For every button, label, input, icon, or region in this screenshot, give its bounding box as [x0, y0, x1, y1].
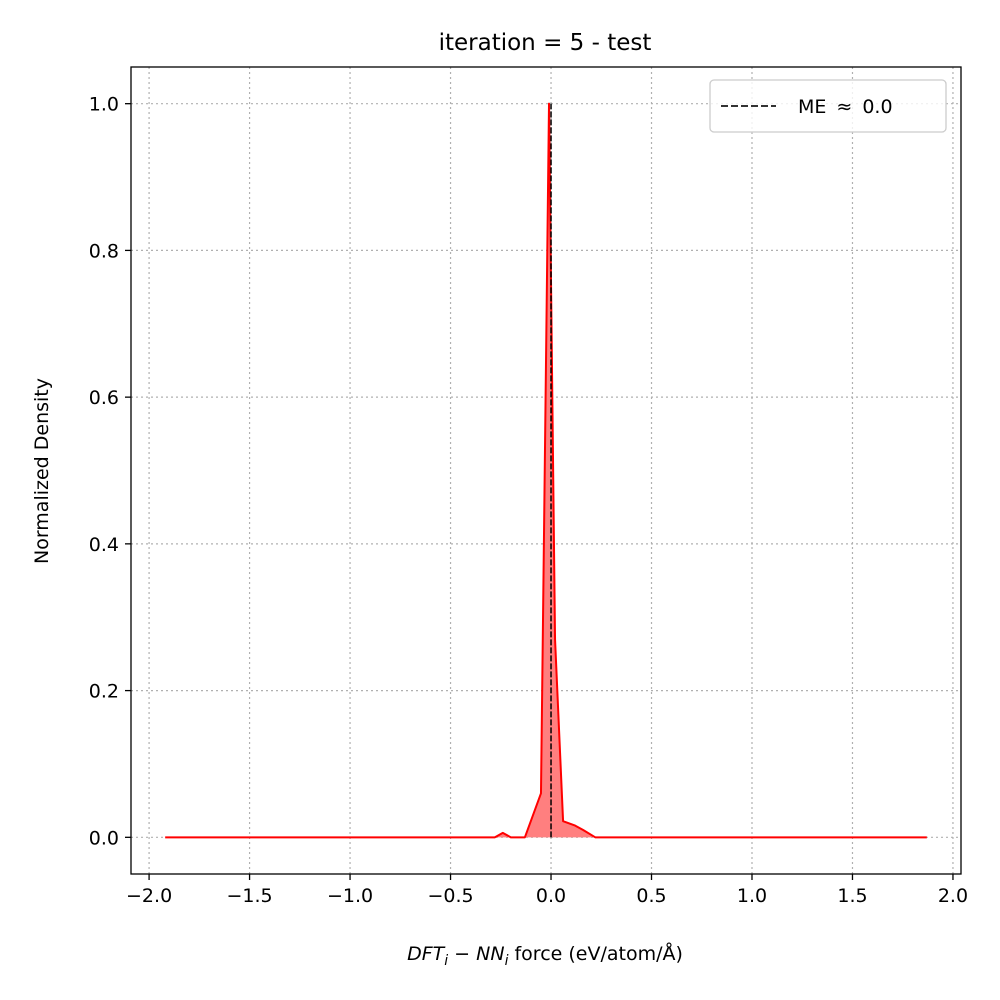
density-area	[165, 103, 927, 838]
x-tick-label: 1.5	[837, 885, 867, 907]
ticks: −2.0 −1.5 −1.0 −0.5 0.0 0.5 1.0 1.5 2.0 0.0 0.2 0.4…	[89, 94, 968, 907]
y-tick-label: 0.4	[89, 534, 119, 556]
x-axis-label: DFTi − NNi force (eV/atom/Å)	[407, 942, 683, 969]
x-tick-label: −2.0	[126, 885, 172, 907]
x-tick-label: 1.0	[737, 885, 767, 907]
legend-entry: ME ≈0.0	[798, 96, 893, 118]
x-tick-label: −0.5	[427, 885, 473, 907]
y-tick-label: 0.0	[89, 827, 119, 849]
y-tick-label: 0.2	[89, 681, 119, 703]
x-tick-label: −1.0	[327, 885, 373, 907]
x-tick-label: 2.0	[938, 885, 968, 907]
legend: ME ≈0.0	[709, 79, 947, 133]
plot-area	[165, 102, 927, 839]
y-tick-label: 1.0	[89, 94, 119, 116]
x-tick-label: −1.5	[227, 885, 273, 907]
density-line	[165, 102, 927, 839]
y-axis-label: Normalized Density	[31, 378, 53, 564]
x-tick-label: 0.0	[536, 885, 566, 907]
chart-title: iteration = 5 - test	[439, 30, 652, 56]
legend-box	[709, 79, 947, 133]
y-tick-label: 0.8	[89, 240, 119, 262]
y-tick-label: 0.6	[89, 387, 119, 409]
axes-frame	[130, 66, 962, 875]
x-tick-label: 0.5	[636, 885, 666, 907]
